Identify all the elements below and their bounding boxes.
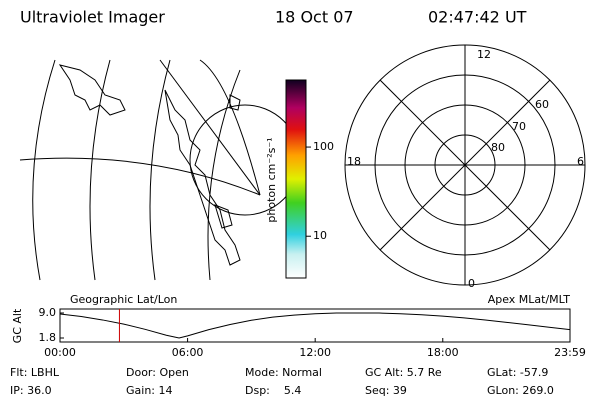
date: 18 Oct 07	[275, 8, 354, 27]
status-field: Seq: 39	[365, 384, 407, 397]
mlt-label: 18	[347, 155, 361, 168]
x-tick-label: 06:00	[172, 346, 204, 359]
mlt-label: 12	[477, 48, 491, 61]
x-tick-label: 00:00	[44, 346, 76, 359]
status-field: Door: Open	[126, 366, 189, 379]
altitude-line	[59, 312, 571, 339]
mlt-label: 6	[577, 155, 584, 168]
time: 02:47:42 UT	[428, 8, 527, 27]
status-field: GLon: 269.0	[487, 384, 554, 397]
map	[19, 59, 301, 281]
status-field: Flt: LBHL	[10, 366, 60, 379]
x-tick-label: 18:00	[427, 346, 459, 359]
colorbar-label: photon cm⁻²s⁻¹	[265, 137, 278, 222]
colorbar-tick-label: 10	[313, 229, 327, 242]
x-tick-label: 23:59	[554, 346, 586, 359]
status-field: Mode: Normal	[245, 366, 322, 379]
title: Ultraviolet Imager	[20, 8, 165, 27]
geo-label: Geographic Lat/Lon	[70, 293, 177, 306]
status-field: GLat: -57.9	[487, 366, 548, 379]
x-tick-label: 12:00	[299, 346, 331, 359]
lat-label: 60	[535, 98, 549, 111]
mlt-label: 0	[468, 277, 475, 290]
status-field: GC Alt: 5.7 Re	[365, 366, 442, 379]
alt-ylabel: GC Alt	[11, 308, 24, 343]
colorbar-tick-label: 100	[313, 140, 334, 153]
polar-grid	[344, 44, 586, 286]
apex-label: Apex MLat/MLT	[488, 293, 571, 306]
lat-label: 70	[512, 120, 526, 133]
status-field: Gain: 14	[126, 384, 173, 397]
status-field: Dsp: 5.4	[245, 384, 301, 397]
lat-label: 80	[491, 141, 505, 154]
y-tick-label: 9.0	[39, 306, 57, 319]
y-tick-label: 1.8	[39, 331, 57, 344]
status-field: IP: 36.0	[10, 384, 52, 397]
colorbar	[285, 79, 307, 279]
